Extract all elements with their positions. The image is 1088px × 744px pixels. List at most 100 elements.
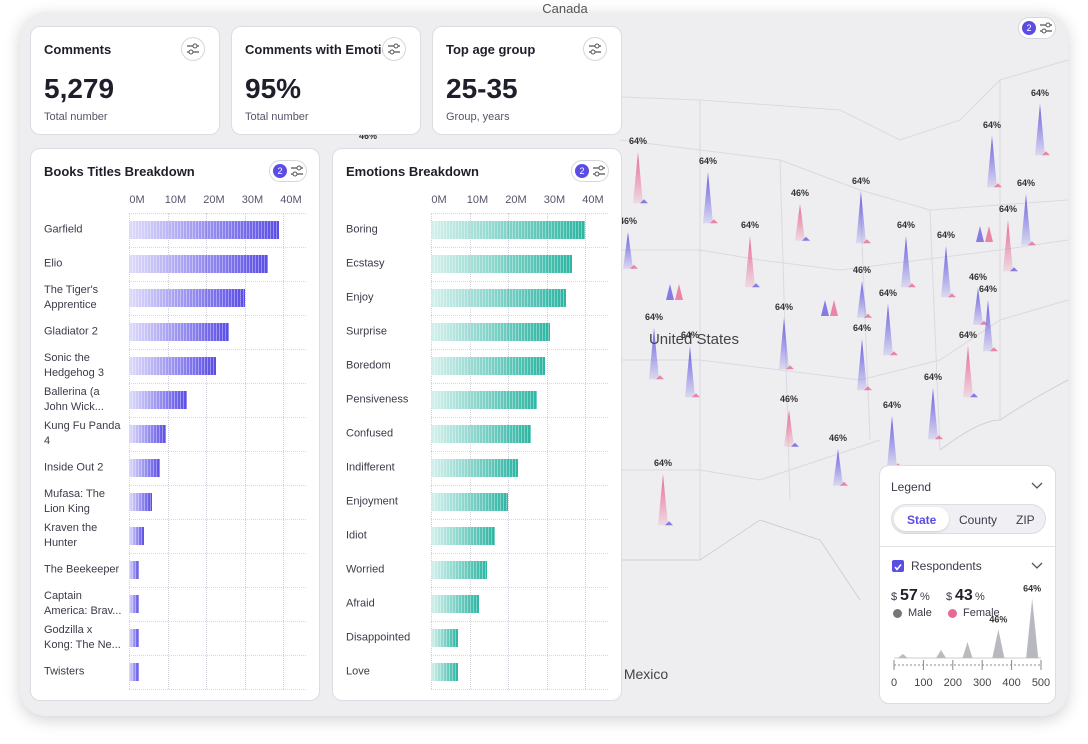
y-tick-label: Kung Fu Panda 4: [44, 420, 121, 447]
bar: [129, 527, 145, 545]
spike-secondary: [656, 375, 664, 380]
bar: [129, 391, 187, 409]
layer-name: Respondents: [911, 559, 982, 573]
dot: [948, 609, 957, 618]
spike: [963, 346, 973, 398]
bar: [129, 357, 216, 375]
spike-label: 46%: [969, 272, 987, 282]
y-tick-label: The Beekeeper: [44, 563, 120, 576]
spike-label: 46%: [359, 131, 377, 141]
bar: [431, 391, 537, 409]
card-sub: Total number: [245, 111, 309, 123]
spike-minor: [666, 284, 674, 300]
row-divider: [431, 349, 608, 350]
settings-button[interactable]: [382, 37, 406, 61]
spike-secondary: [994, 183, 1002, 188]
row-divider: [431, 281, 608, 282]
spike: [973, 288, 983, 325]
spike-secondary: [752, 283, 760, 288]
spike-label: 64%: [852, 176, 870, 186]
row-divider: [129, 349, 306, 350]
bar: [129, 221, 280, 239]
y-tick-label: The Tiger's Apprentice: [44, 284, 99, 311]
chart-filter[interactable]: 2: [571, 160, 609, 182]
tab[interactable]: County: [959, 513, 998, 527]
row-divider: [431, 417, 608, 418]
row-divider: [129, 655, 306, 656]
y-tick-label: Love: [346, 665, 370, 678]
y-tick-label: Confused: [346, 427, 394, 440]
spike-label: 64%: [937, 230, 955, 240]
spike-label: 46%: [780, 394, 798, 404]
spike: [833, 449, 843, 486]
x-tick-label: 0: [891, 677, 897, 689]
settings-button[interactable]: [181, 37, 205, 61]
spike: [983, 300, 993, 352]
tab[interactable]: ZIP: [1016, 513, 1035, 527]
kpi-card: Comments with Emotions 95% Total number: [231, 26, 421, 135]
map-label: Canada: [542, 1, 588, 16]
row-divider: [129, 689, 306, 690]
y-tick-label: Indifferent: [346, 461, 395, 474]
y-tick-label: Twisters: [44, 665, 85, 678]
y-tick-label: Kraven the Hunter: [44, 522, 98, 549]
x-tick-label: 400: [1002, 677, 1020, 689]
row-divider: [431, 213, 608, 214]
spike-minor: [936, 650, 947, 658]
y-tick-label: Captain America: Brav...: [44, 590, 122, 617]
checkbox[interactable]: [892, 560, 904, 572]
chevron[interactable]: [1031, 562, 1043, 570]
row-divider: [431, 315, 608, 316]
bar: [431, 663, 458, 681]
unit: %: [975, 591, 985, 603]
settings-button[interactable]: [583, 37, 607, 61]
filter-icon: [1040, 22, 1052, 34]
tab[interactable]: State: [907, 513, 937, 527]
share-value: 43: [955, 587, 973, 604]
peak-label: 46%: [989, 614, 1007, 624]
group-name: Male: [908, 607, 932, 619]
chart-filter[interactable]: 2: [269, 160, 307, 182]
row-divider: [129, 587, 306, 588]
spike-secondary: [935, 435, 943, 440]
spike: [745, 236, 755, 288]
x-tick-label: 500: [1032, 677, 1050, 689]
row-divider: [129, 213, 306, 214]
tab-selected[interactable]: [894, 507, 949, 531]
spike: [649, 328, 659, 380]
row-divider: [129, 621, 306, 622]
bar: [431, 357, 545, 375]
spike-secondary: [786, 365, 794, 370]
filter-icon: [291, 165, 303, 177]
spike-secondary: [802, 236, 810, 241]
y-tick-label: Garfield: [44, 223, 83, 236]
kpi-card: Top age group 25-35 Group, years: [432, 26, 622, 135]
spike-minor: [830, 300, 838, 316]
row-divider: [129, 485, 306, 486]
spike-label: 64%: [741, 220, 759, 230]
spike-minor: [985, 226, 993, 242]
bar: [129, 289, 245, 307]
row-divider: [431, 655, 608, 656]
spike: [703, 172, 713, 224]
spike: [856, 192, 866, 244]
y-tick-label: Mufasa: The Lion King: [44, 488, 105, 515]
y-tick-label: Enjoy: [346, 291, 374, 304]
row-divider: [431, 247, 608, 248]
bar: [431, 595, 480, 613]
bar: [431, 629, 458, 647]
spike-label: 64%: [959, 330, 977, 340]
bar: [431, 459, 518, 477]
card-value: 95%: [245, 73, 302, 104]
row-divider: [431, 621, 608, 622]
row-divider: [129, 247, 306, 248]
chevron[interactable]: [1031, 482, 1043, 490]
spike: [883, 304, 893, 356]
legend-panel: Legend State County ZIP Respondents $57%…: [879, 465, 1056, 704]
map-filter[interactable]: 2: [1018, 17, 1056, 39]
y-tick-label: Surprise: [346, 325, 387, 338]
spike-secondary: [630, 264, 638, 269]
spike-label: 64%: [879, 288, 897, 298]
spike: [784, 410, 794, 447]
